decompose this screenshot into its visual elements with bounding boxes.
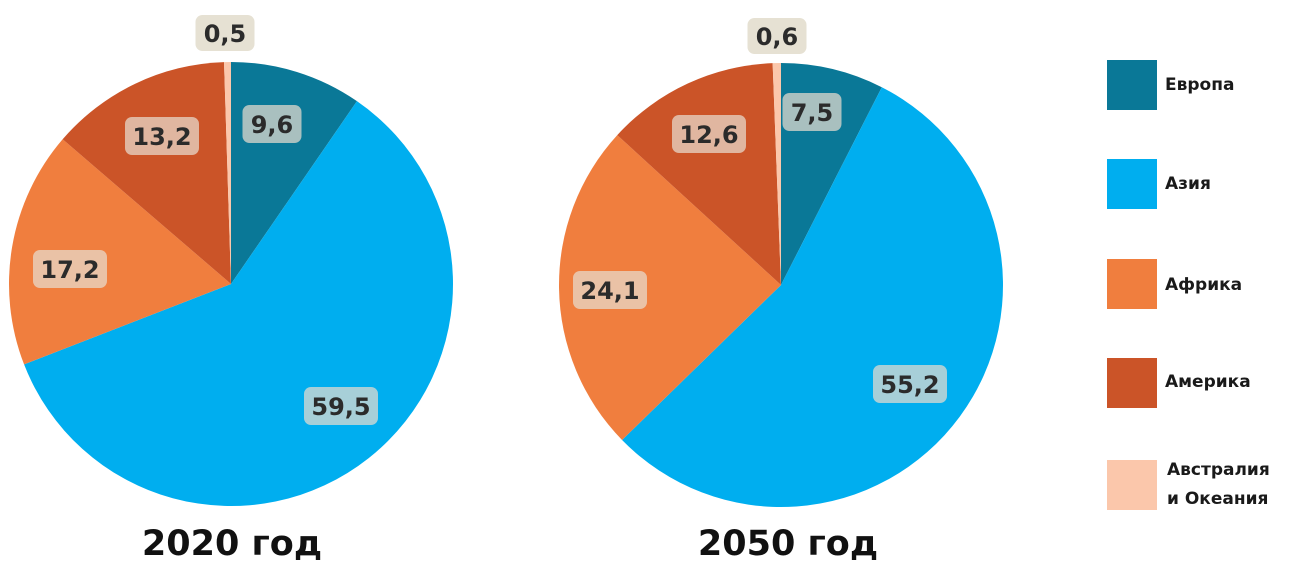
legend-label-oceania-line2: и Океания	[1167, 489, 1268, 509]
data-label-oceania-2020: 0,5	[204, 20, 247, 48]
data-label-asia-2050: 55,2	[880, 371, 939, 399]
data-label-box-oceania-2020	[195, 15, 255, 51]
data-label-america-2020: 13,2	[132, 123, 191, 151]
legend-label-oceania-line1: Австралия	[1167, 460, 1270, 480]
data-label-box-africa-2050	[573, 271, 647, 309]
legend-label-europe: Европа	[1165, 75, 1234, 95]
legend-swatch-europe	[1107, 60, 1157, 110]
data-label-box-america-2020	[125, 117, 199, 155]
data-label-europe-2020: 9,6	[251, 111, 294, 139]
pie-title-2020: 2020 год	[142, 524, 322, 564]
data-label-box-asia-2050	[873, 365, 947, 403]
legend-swatch-asia	[1107, 159, 1157, 209]
legend-label-asia: Азия	[1165, 174, 1211, 194]
pie-slice-africa-2050	[559, 135, 781, 440]
data-label-box-asia-2020	[304, 387, 378, 425]
pie-chart-2050: 7,5 55,2 24,1 12,6 0,6	[559, 18, 1004, 508]
legend-item-oceania: Австралия и Океания	[1107, 460, 1270, 510]
data-label-oceania-2050: 0,6	[756, 23, 799, 51]
legend-item-america: Америка	[1107, 358, 1251, 408]
legend-label-africa: Африка	[1165, 275, 1242, 295]
legend-swatch-america	[1107, 358, 1157, 408]
legend: Европа Азия Африка Америка Австралия и О…	[1107, 60, 1270, 510]
data-label-africa-2020: 17,2	[40, 256, 99, 284]
legend-label-america: Америка	[1165, 372, 1251, 392]
data-label-box-africa-2020	[33, 250, 107, 288]
legend-item-africa: Африка	[1107, 259, 1242, 309]
pie-slice-oceania-2050	[772, 63, 781, 285]
data-label-box-america-2050	[672, 115, 746, 153]
pie-slice-oceania-2020	[224, 62, 231, 284]
data-label-africa-2050: 24,1	[580, 277, 639, 305]
pie-chart-2020: 9,6 59,5 17,2 13,2 0,5	[8, 15, 454, 507]
data-label-asia-2020: 59,5	[311, 393, 370, 421]
legend-swatch-oceania	[1107, 460, 1157, 510]
pie-title-2050: 2050 год	[698, 524, 878, 564]
pie-slice-africa-2020	[8, 139, 232, 365]
data-label-america-2050: 12,6	[679, 121, 738, 149]
data-label-box-europe-2020	[242, 105, 302, 143]
legend-swatch-africa	[1107, 259, 1157, 309]
legend-item-europe: Европа	[1107, 60, 1234, 110]
legend-item-asia: Азия	[1107, 159, 1211, 209]
data-label-europe-2050: 7,5	[791, 99, 834, 127]
data-label-box-europe-2050	[782, 93, 842, 131]
data-label-box-oceania-2050	[747, 18, 807, 54]
